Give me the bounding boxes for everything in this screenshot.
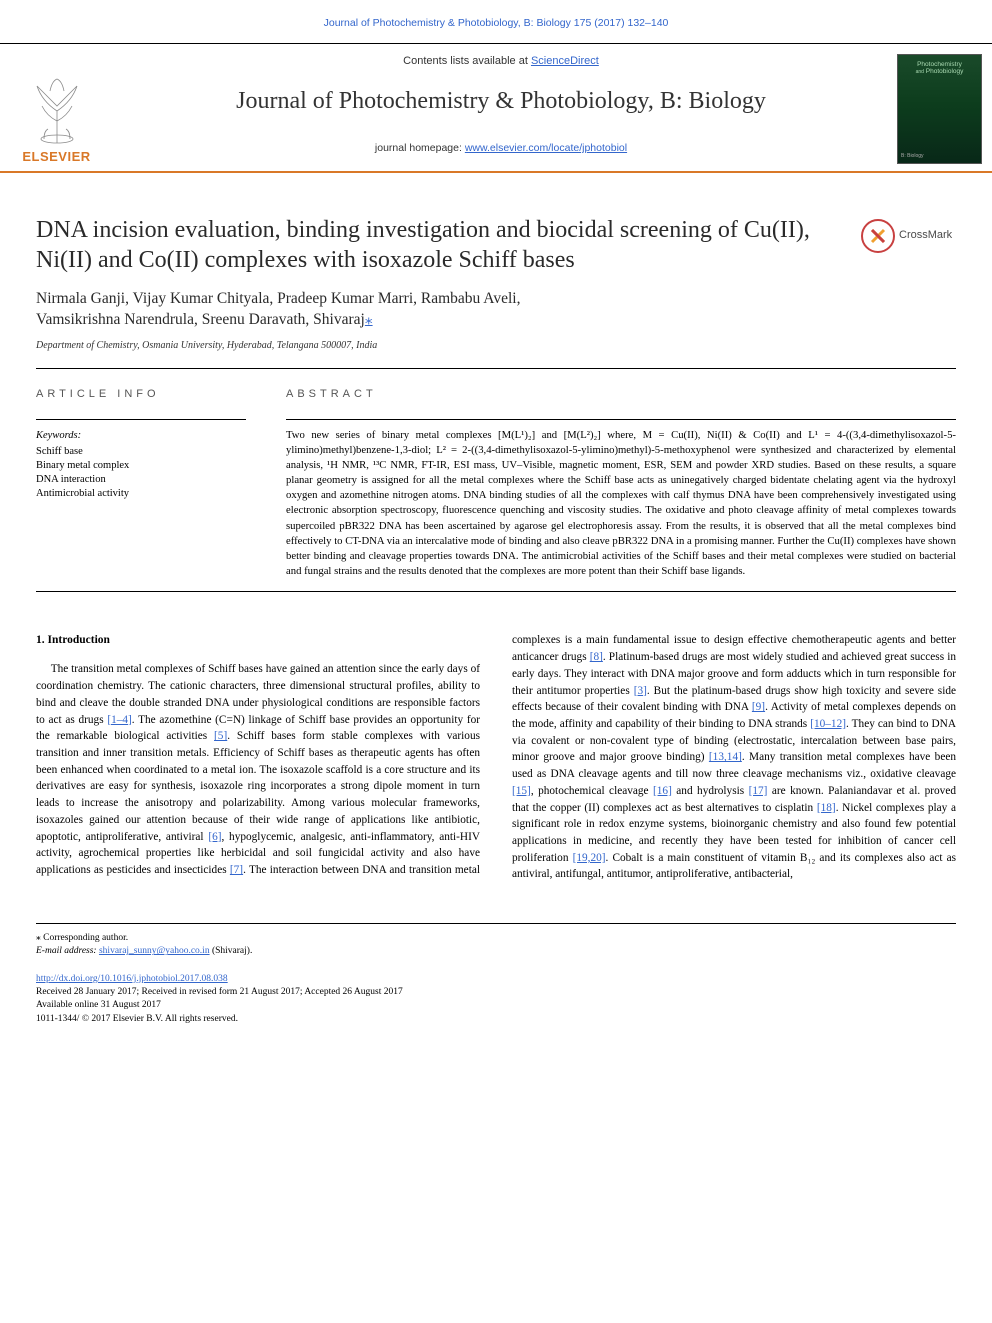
keyword: DNA interaction xyxy=(36,473,246,487)
reference-link[interactable]: [18] xyxy=(817,802,836,814)
masthead: ELSEVIER Contents lists available at Sci… xyxy=(0,43,992,173)
authors: Nirmala Ganji, Vijay Kumar Chityala, Pra… xyxy=(36,289,956,331)
elsevier-tree-icon xyxy=(22,71,92,146)
section-number: 1. xyxy=(36,634,45,646)
section-heading: 1. Introduction xyxy=(36,632,480,649)
reference-link[interactable]: [5] xyxy=(214,730,227,742)
email-label: E-mail address: xyxy=(36,946,99,956)
corresponding-author-note: ⁎ Corresponding author. xyxy=(36,932,956,945)
publisher-logo[interactable]: ELSEVIER xyxy=(0,44,105,171)
cover-title-top: Photochemistry xyxy=(917,61,962,68)
keywords-label: Keywords: xyxy=(36,428,246,443)
abstract-block: ABSTRACT Two new series of binary metal … xyxy=(286,387,956,580)
header-journal-ref: Journal of Photochemistry & Photobiology… xyxy=(0,0,992,43)
reference-link[interactable]: [16] xyxy=(653,785,672,797)
divider xyxy=(36,419,246,420)
reference-link[interactable]: [13,14] xyxy=(709,751,742,763)
keyword: Antimicrobial activity xyxy=(36,487,246,501)
article-info-heading: ARTICLE INFO xyxy=(36,387,246,403)
divider xyxy=(36,368,956,369)
affiliation: Department of Chemistry, Osmania Univers… xyxy=(36,339,956,354)
contents-available-line: Contents lists available at ScienceDirec… xyxy=(105,54,897,70)
sciencedirect-link[interactable]: ScienceDirect xyxy=(531,55,599,67)
reference-link[interactable]: [8] xyxy=(590,651,603,663)
available-line: Available online 31 August 2017 xyxy=(36,999,956,1012)
abstract-text: Two new series of binary metal complexes… xyxy=(286,428,956,580)
received-line: Received 28 January 2017; Received in re… xyxy=(36,986,956,999)
reference-link[interactable]: [19,20] xyxy=(573,852,606,864)
reference-link[interactable]: [7] xyxy=(230,864,243,876)
article-title: DNA incision evaluation, binding investi… xyxy=(36,215,841,275)
email-line: E-mail address: shivaraj_sunny@yahoo.co.… xyxy=(36,945,956,958)
footer-block: ⁎ Corresponding author. E-mail address: … xyxy=(36,923,956,1026)
doi-link[interactable]: http://dx.doi.org/10.1016/j.jphotobiol.2… xyxy=(36,974,228,984)
cover-title: Photochemistry and Photobiology xyxy=(898,55,981,76)
cover-title-bottom: Photobiology xyxy=(926,68,964,75)
cover-b-biology: B: Biology xyxy=(901,153,924,160)
reference-link[interactable]: [9] xyxy=(752,701,765,713)
body-paragraph: The transition metal complexes of Schiff… xyxy=(36,632,956,883)
crossmark-label: CrossMark xyxy=(899,228,952,244)
homepage-prefix: journal homepage: xyxy=(375,142,465,154)
authors-line1: Nirmala Ganji, Vijay Kumar Chityala, Pra… xyxy=(36,290,520,307)
journal-title: Journal of Photochemistry & Photobiology… xyxy=(105,84,897,119)
corresponding-author-marker[interactable]: ⁎ xyxy=(365,311,373,328)
email-link[interactable]: shivaraj_sunny@yahoo.co.in xyxy=(99,946,210,956)
publisher-wordmark: ELSEVIER xyxy=(22,148,90,167)
reference-link[interactable]: [10–12] xyxy=(810,718,846,730)
abstract-heading: ABSTRACT xyxy=(286,387,956,403)
reference-link[interactable]: [3] xyxy=(634,685,647,697)
reference-link[interactable]: [6] xyxy=(208,831,221,843)
reference-link[interactable]: [17] xyxy=(749,785,768,797)
article-info-block: ARTICLE INFO Keywords: Schiff base Binar… xyxy=(36,387,246,580)
reference-link[interactable]: [15] xyxy=(512,785,531,797)
homepage-link[interactable]: www.elsevier.com/locate/jphotobiol xyxy=(465,142,627,154)
keyword: Binary metal complex xyxy=(36,459,246,473)
cover-thumbnail: Photochemistry and Photobiology B: Biolo… xyxy=(897,54,982,164)
contents-prefix: Contents lists available at xyxy=(403,55,531,67)
email-suffix: (Shivaraj). xyxy=(210,946,253,956)
keyword: Schiff base xyxy=(36,445,246,459)
article-body: 1. Introduction The transition metal com… xyxy=(36,632,956,883)
divider xyxy=(286,419,956,420)
divider xyxy=(36,591,956,592)
journal-homepage-line: journal homepage: www.elsevier.com/locat… xyxy=(105,141,897,156)
reference-link[interactable]: [1–4] xyxy=(107,714,131,726)
copyright-line: 1011-1344/ © 2017 Elsevier B.V. All righ… xyxy=(36,1013,956,1026)
crossmark-badge[interactable]: CrossMark xyxy=(861,219,956,253)
section-title: Introduction xyxy=(48,634,110,646)
crossmark-icon xyxy=(861,219,895,253)
journal-cover[interactable]: Photochemistry and Photobiology B: Biolo… xyxy=(897,44,992,171)
authors-line2: Vamsikrishna Narendrula, Sreenu Daravath… xyxy=(36,311,365,328)
